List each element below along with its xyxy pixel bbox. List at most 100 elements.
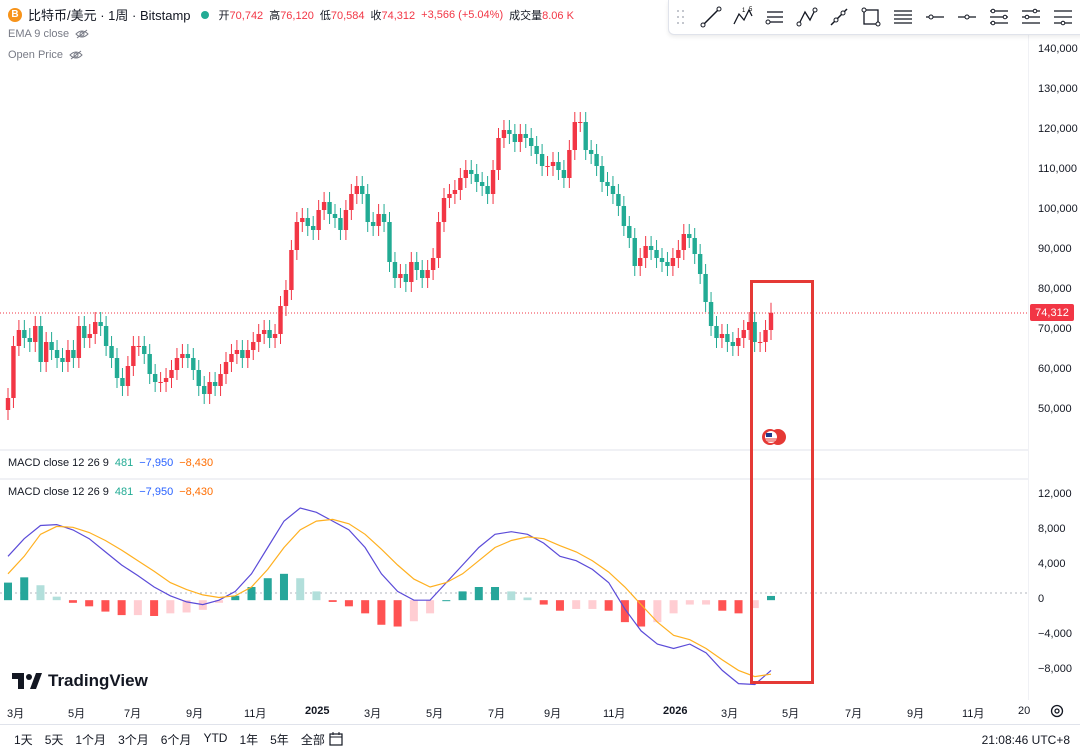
clock[interactable]: 21:08:46 UTC+8 [981,733,1070,747]
candle [420,270,425,278]
candle [142,346,147,354]
price-chart[interactable] [0,0,1028,700]
candle [697,254,703,274]
candle [763,330,768,342]
rectangle-icon[interactable] [855,3,887,31]
macd-hist-bar [328,600,337,602]
candle [180,354,185,358]
candle [185,354,191,358]
gear-icon[interactable] [1049,703,1065,719]
candle [370,222,376,226]
market-status-dot [200,10,209,19]
eye-hidden-icon[interactable] [75,29,89,39]
candle [447,194,452,198]
macd-hist-bar [718,600,727,611]
trend-line-icon[interactable] [695,3,727,31]
candle [103,326,109,346]
parallel-channel-icon[interactable] [983,3,1015,31]
macd-hist-bar [620,600,629,623]
candle [752,322,757,342]
range-button[interactable]: 1天 [14,733,33,747]
us-flag-event-icon[interactable] [762,428,786,446]
candle [561,170,567,178]
macd-hist-bar [344,600,353,607]
macd-hist-bar [523,597,532,601]
candle [485,186,490,194]
macd-axis-tick: 4,000 [1038,558,1066,571]
candle [60,358,65,362]
time-axis-tick: 5月 [68,708,86,720]
signal-line [7,518,772,678]
candle [256,334,261,342]
candle [681,234,686,250]
ema-indicator[interactable]: EMA 9 close [8,28,89,40]
candle [725,334,730,342]
range-button[interactable]: 1个月 [75,733,107,747]
range-button[interactable]: 全部 [300,733,325,747]
macd-hist-bar [442,600,451,602]
range-button[interactable]: 3个月 [118,733,149,747]
candle [518,134,523,142]
candle [343,210,349,230]
candle [311,226,316,230]
time-axis-tick: 3月 [364,708,382,720]
candle [539,154,545,166]
macd-legend-1[interactable]: MACD close 12 26 9 481 −7,950 −8,430 [8,457,214,469]
candle [676,250,681,258]
drag-handle-icon[interactable] [675,7,687,27]
fib-icon[interactable] [759,3,791,31]
bitcoin-icon: B [8,7,22,22]
close-value: 74,312 [381,9,416,22]
macd-axis-tick: −4,000 [1038,628,1072,641]
highlight-rectangle[interactable] [750,280,814,684]
eye-hidden-icon[interactable] [69,50,83,60]
ema-label: EMA 9 close [8,28,70,40]
candle [381,214,387,222]
candle [22,330,27,338]
macd-hist-bar [653,600,662,623]
macd-hist-bar [669,600,678,614]
macd-hist-bar [685,600,694,605]
macd-hist-bar [702,600,711,605]
horizontal-ray-icon[interactable] [951,3,983,31]
range-button[interactable]: 5天 [44,733,64,747]
range-button[interactable]: 5年 [270,733,289,747]
candle [659,258,665,262]
ray-icon[interactable] [823,3,855,31]
price-axis[interactable] [1028,0,1080,700]
calendar-icon[interactable] [328,731,344,747]
range-button[interactable]: 1年 [239,733,259,747]
candle [643,246,648,258]
candle [272,334,278,338]
regression-icon[interactable] [1015,3,1047,31]
range-button[interactable]: YTD [203,731,228,745]
macd-hist-bar [133,600,142,616]
candle [327,202,332,214]
time-axis-tick: 3月 [7,708,25,720]
text-lines-icon[interactable] [887,3,919,31]
time-axis-tick: 20 [1018,705,1031,717]
candle [599,166,605,182]
candle [191,358,196,370]
candle [71,350,76,358]
candle [632,238,637,266]
range-button[interactable]: 6个月 [160,733,192,747]
macd-hist-bar [572,600,581,609]
open-price-indicator[interactable]: Open Price [8,49,83,61]
candle [741,330,746,338]
macd-hist-bar [767,595,775,601]
symbol-title[interactable]: 比特币/美元 · 1周 · Bitstamp [28,8,191,23]
table-icon[interactable] [1047,3,1079,31]
tradingview-logo[interactable]: TradingView [12,671,148,691]
candle [605,182,610,186]
macd-legend-2[interactable]: MACD close 12 26 9 481 −7,950 −8,430 [8,486,214,498]
candle [93,322,98,334]
candle [736,338,741,346]
change-value: +3,566 (+5.04%) [421,8,504,21]
horizontal-line-icon[interactable] [919,3,951,31]
path-icon[interactable] [791,3,823,31]
time-axis-tick: 11月 [962,708,985,720]
candle [82,326,87,338]
candle [360,186,365,194]
